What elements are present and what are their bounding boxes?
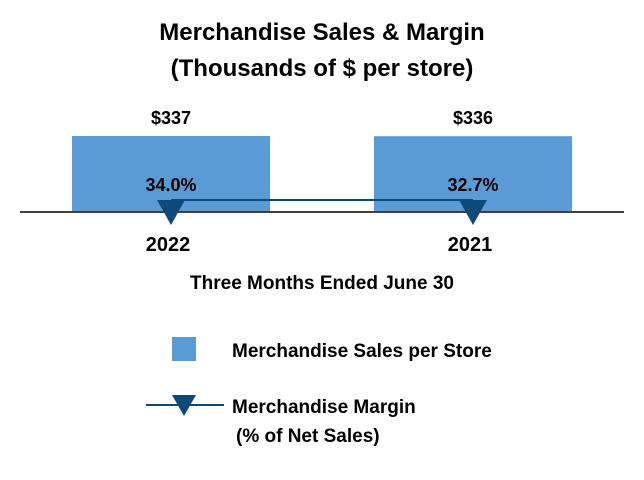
data-labels: $337 34.0% 2022 $336 32.7% 2021 <box>145 108 498 256</box>
x-tick-label-2021: 2021 <box>448 234 493 256</box>
bar-value-label-2022: $337 <box>151 108 191 128</box>
x-axis-label: Three Months Ended June 30 <box>190 273 454 294</box>
legend-swatch-sales <box>172 337 196 361</box>
margin-markers <box>157 200 487 225</box>
margin-marker-2022 <box>157 200 185 225</box>
chart-subtitle: (Thousands of $ per store) <box>171 55 474 82</box>
margin-value-label-2021: 32.7% <box>447 175 498 195</box>
legend-label-margin-line2: (% of Net Sales) <box>236 426 380 447</box>
margin-marker-2021 <box>459 200 487 225</box>
x-tick-label-2022: 2022 <box>146 234 191 256</box>
chart-title: Merchandise Sales & Margin <box>159 19 484 46</box>
bar-value-label-2021: $336 <box>453 108 493 128</box>
legend-marker-margin <box>172 395 196 416</box>
legend-label-sales: Merchandise Sales per Store <box>232 341 492 362</box>
margin-value-label-2022: 34.0% <box>145 175 196 195</box>
bar-series <box>72 136 572 212</box>
legend: Merchandise Sales per Store Merchandise … <box>146 337 492 447</box>
legend-label-margin: Merchandise Margin <box>232 397 416 418</box>
